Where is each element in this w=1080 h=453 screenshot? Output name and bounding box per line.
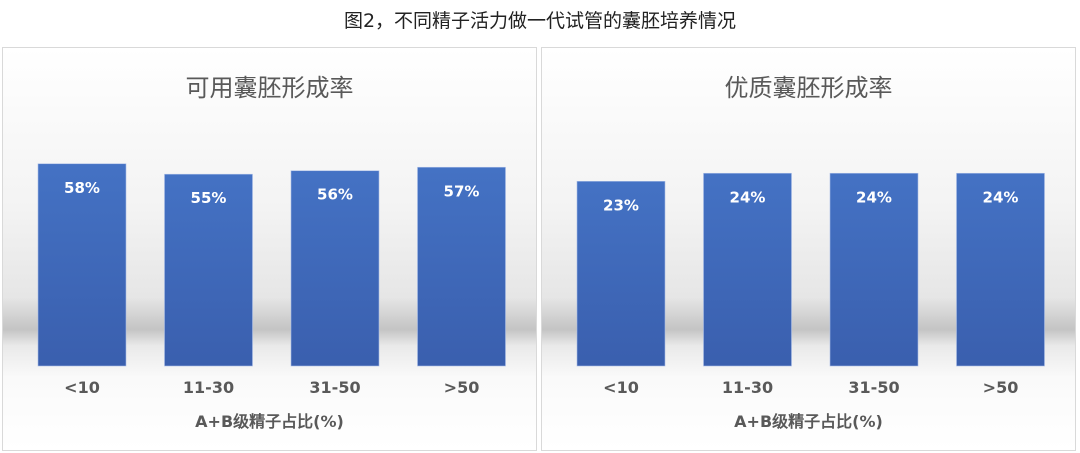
data-label: 55% bbox=[191, 189, 227, 207]
x-tick-label: <10 bbox=[64, 378, 100, 397]
x-tick-label: 31-50 bbox=[848, 378, 899, 397]
data-label: 56% bbox=[317, 186, 353, 204]
bar bbox=[829, 172, 919, 367]
data-label: 57% bbox=[444, 182, 480, 200]
x-tick-label: >50 bbox=[444, 378, 480, 397]
bar bbox=[37, 163, 127, 367]
x-axis-label: A+B级精子占比(%) bbox=[195, 412, 344, 431]
bar bbox=[290, 170, 380, 367]
x-tick-label: 11-30 bbox=[183, 378, 234, 397]
x-tick-label: 11-30 bbox=[722, 378, 773, 397]
bar bbox=[956, 172, 1045, 367]
data-label: 58% bbox=[64, 179, 100, 197]
chart-title: 可用囊胚形成率 bbox=[185, 74, 354, 102]
bar bbox=[417, 166, 506, 367]
data-label: 24% bbox=[730, 188, 766, 206]
chart-plot: 58% <10 55% 11-30 56% 31-50 57% >50 bbox=[37, 163, 506, 397]
x-axis-label: A+B级精子占比(%) bbox=[734, 412, 883, 431]
data-label: 24% bbox=[856, 188, 892, 206]
chart-plot: 23% <10 24% 11-30 24% 31-50 24% >50 bbox=[576, 172, 1045, 397]
x-tick-label: <10 bbox=[603, 378, 639, 397]
bar bbox=[576, 181, 666, 367]
chart-title: 优质囊胚形成率 bbox=[724, 74, 893, 102]
bar bbox=[164, 173, 253, 367]
x-tick-label: >50 bbox=[983, 378, 1019, 397]
data-label: 24% bbox=[983, 188, 1019, 206]
bar bbox=[703, 172, 792, 367]
chart-panel-usable-blastocyst: 可用囊胚形成率 58% <10 55% 11-30 56% 31-50 57% >50 A+B… bbox=[2, 47, 537, 451]
chart-panel-quality-blastocyst: 优质囊胚形成率 23% <10 24% 11-30 24% 31-50 24% >50 A+B… bbox=[541, 47, 1076, 451]
data-label: 23% bbox=[603, 196, 639, 214]
figure-title: 图2，不同精子活力做一代试管的囊胚培养情况 bbox=[343, 10, 737, 32]
x-tick-label: 31-50 bbox=[309, 378, 360, 397]
